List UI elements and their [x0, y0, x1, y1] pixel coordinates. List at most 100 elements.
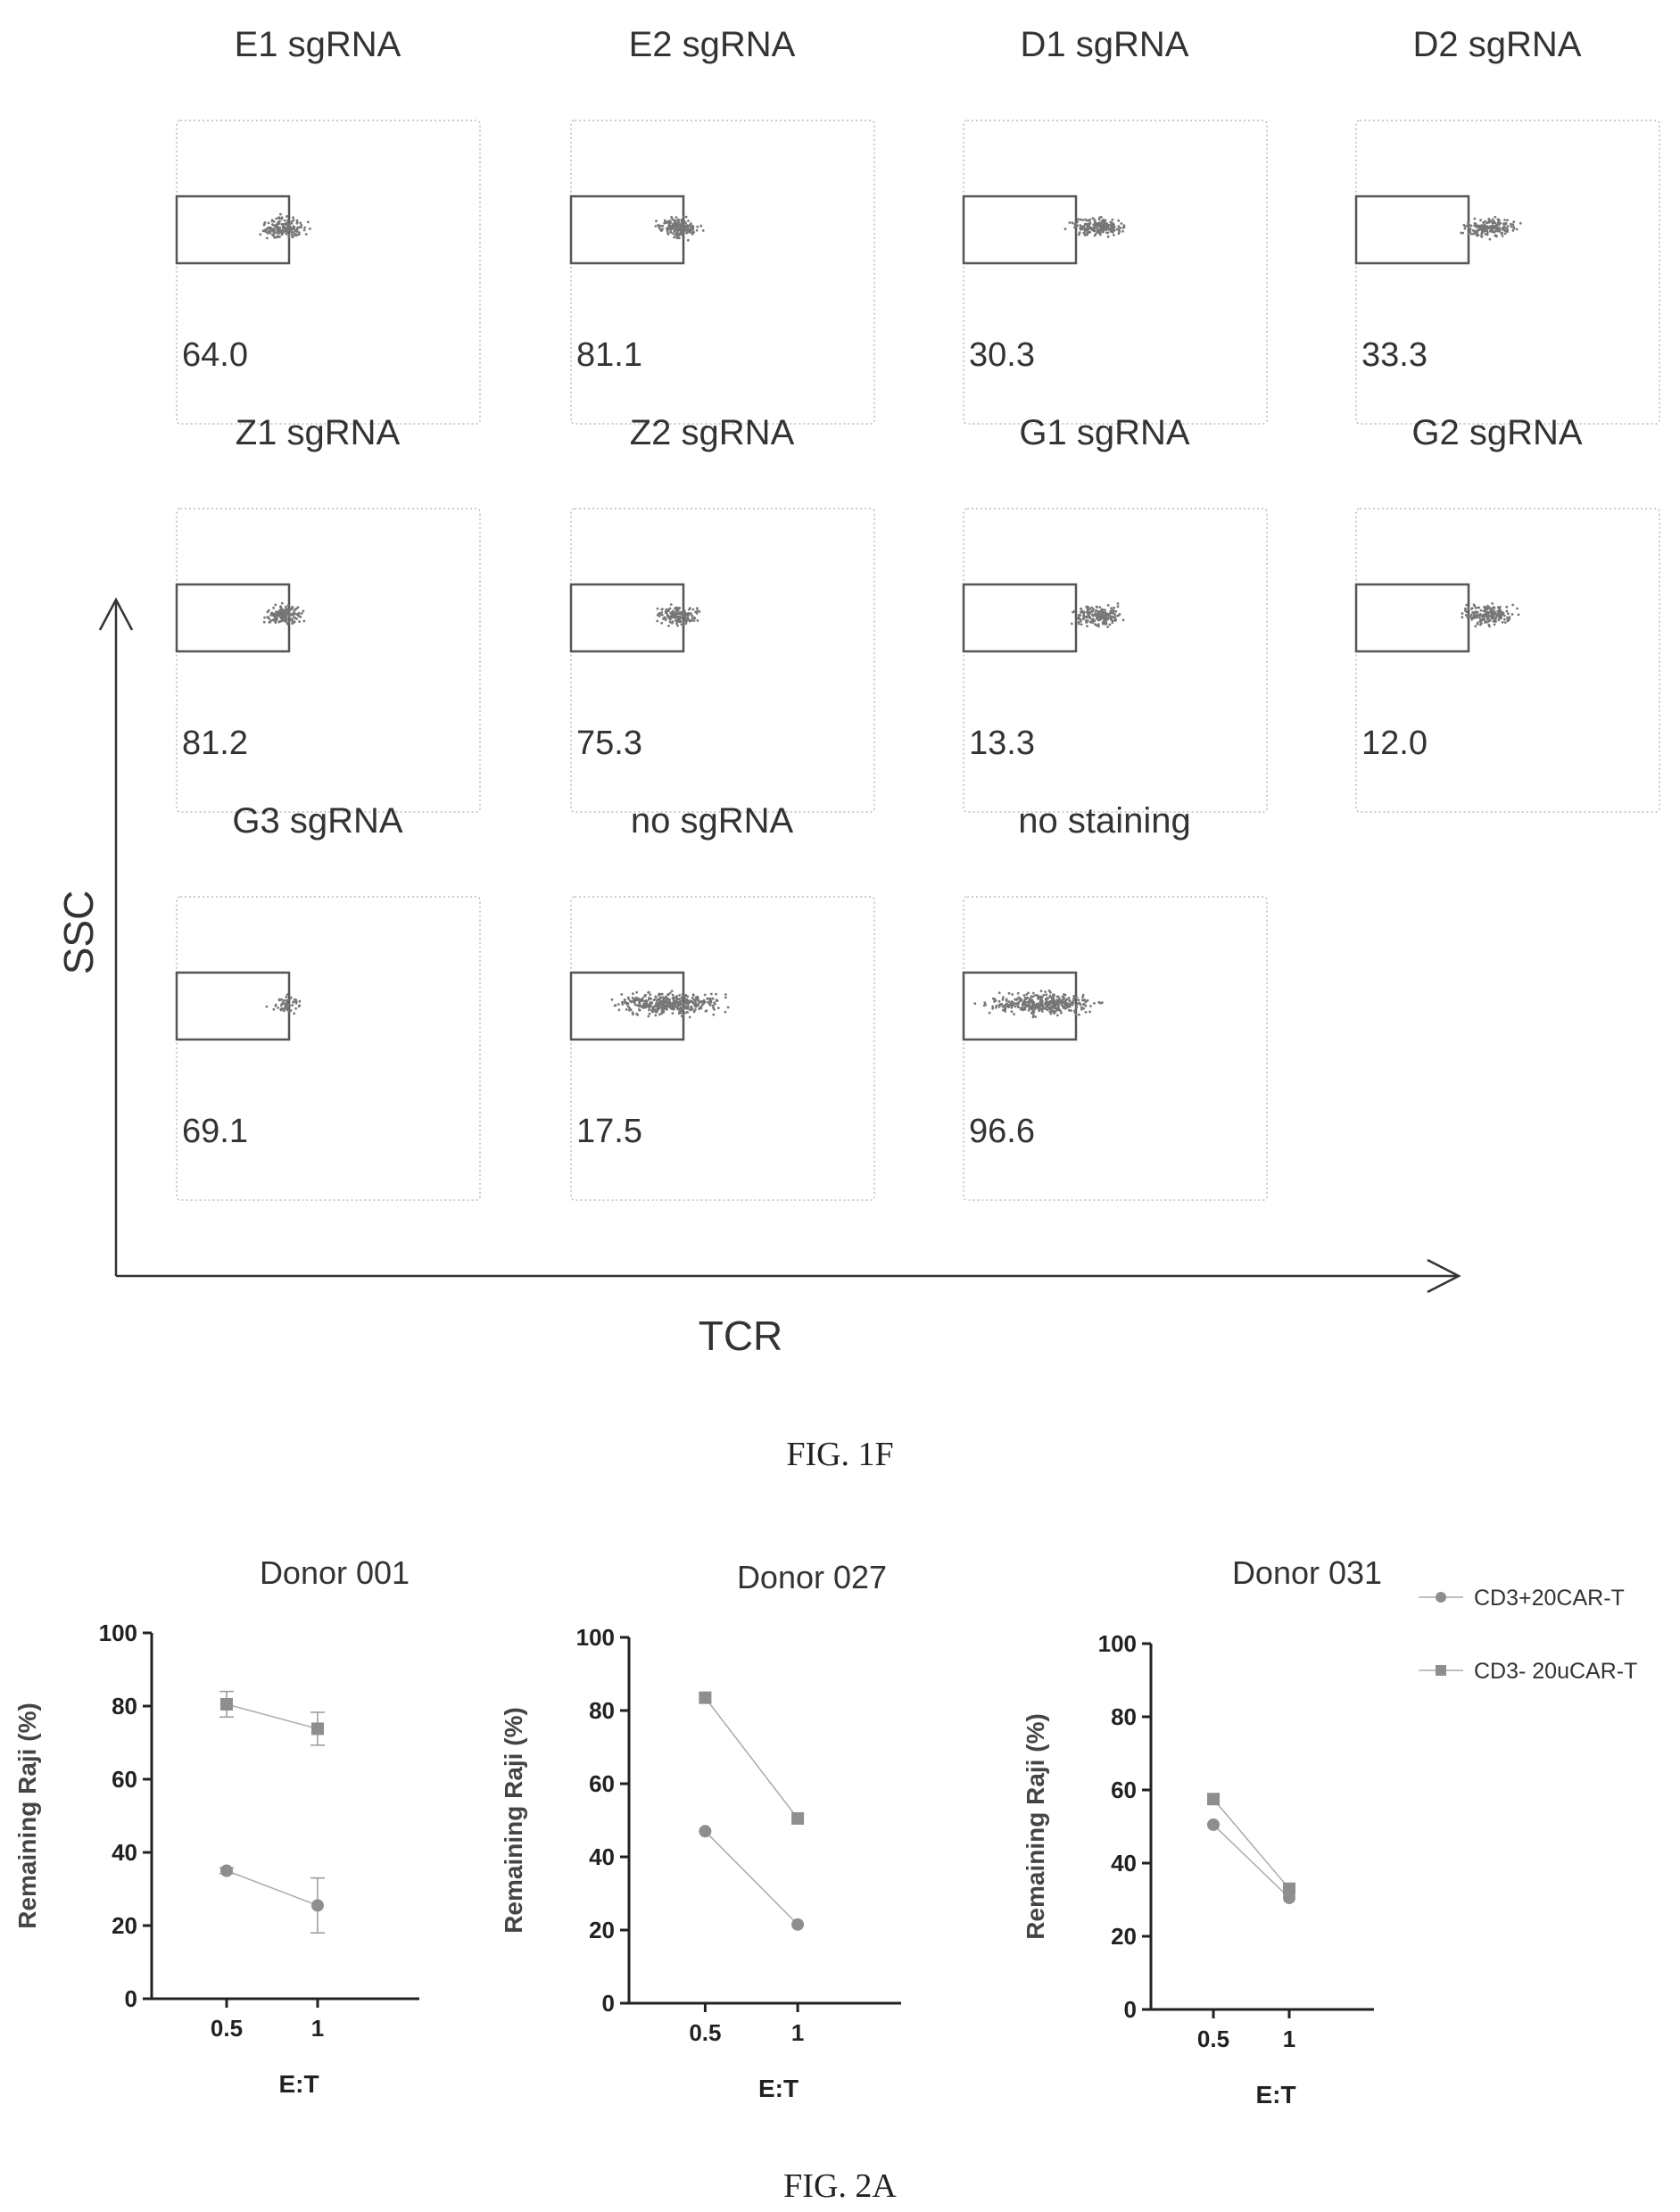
panel-frame [570, 120, 875, 425]
fig-2a-charts: Donor 001 0 20 40 60 80 100 0.5 1 E:T Remaining Ra… [13, 1554, 1637, 2108]
y-tick-label: 80 [1111, 1703, 1137, 1730]
event-cloud [1460, 215, 1522, 241]
panel-frame [963, 896, 1268, 1201]
event-cloud [656, 603, 701, 627]
y-tick-label: 20 [589, 1917, 615, 1943]
panel-title: D1 sgRNA [1021, 25, 1189, 64]
event-cloud [262, 601, 306, 625]
y-axis-label: Remaining Raji (%) [13, 1702, 41, 1929]
gate-box [175, 971, 291, 1041]
event-cloud [1461, 602, 1520, 628]
data-point [1283, 1882, 1295, 1895]
series-square [219, 1690, 325, 1746]
chart-title: Donor 027 [737, 1559, 887, 1595]
series-line [1212, 1824, 1290, 1899]
panel-frame [1355, 120, 1660, 425]
data-point [311, 1899, 324, 1912]
x-axis-label: E:T [278, 2070, 319, 2098]
x-tick-label: 0.5 [1197, 2026, 1229, 2052]
panel-title: Z1 sgRNA [236, 413, 401, 452]
y-tick-label: 60 [1111, 1777, 1137, 1803]
series-line [704, 1830, 799, 1926]
series-circle [219, 1864, 325, 1934]
y-axis-label: Remaining Raji (%) [500, 1707, 527, 1934]
fig-1f-caption: FIG. 1F [786, 1436, 894, 1473]
line-chart: Donor 027 0 20 40 60 80 100 0.5 1 E:T Remaining Ra… [500, 1559, 901, 2102]
tcr-axis-label: TCR [699, 1313, 783, 1359]
legend-label: CD3- 20uCAR-T [1474, 1659, 1637, 1684]
gate-percentage: 69.1 [182, 1113, 248, 1150]
chart-legend: CD3+20CAR-T CD3- 20uCAR-T [1419, 1586, 1637, 1684]
gate-box [569, 971, 685, 1041]
panel-title: G2 sgRNA [1411, 413, 1582, 452]
gate-percentage: 75.3 [576, 725, 642, 762]
panel-title: G3 sgRNA [232, 801, 402, 841]
gate-box [1354, 583, 1470, 653]
gate-box [175, 583, 291, 653]
data-point [220, 1864, 233, 1877]
data-point [699, 1825, 712, 1838]
data-point [791, 1918, 805, 1931]
ssc-axis-label: SSC [55, 891, 102, 975]
flow-panel: G2 sgRNA 12.0 [1354, 413, 1660, 813]
event-cloud [610, 990, 730, 1019]
panel-frame [570, 896, 875, 1201]
y-tick-label: 80 [589, 1697, 615, 1724]
panel-frame [1355, 508, 1660, 813]
tcr-axis-arrow [116, 1258, 1461, 1294]
series-line [704, 1697, 799, 1819]
series-line [226, 1869, 319, 1907]
y-tick-label: 40 [1111, 1850, 1137, 1876]
panel-title: G1 sgRNA [1019, 413, 1189, 452]
x-tick-label: 1 [1283, 2026, 1295, 2052]
event-cloud [1063, 215, 1126, 238]
fig-1f-flow-panels: E1 sgRNA 64.0 E2 sgRNA 81.1 D1 sgRNA 30.3 D2 s… [55, 25, 1660, 1359]
gate-percentage: 17.5 [576, 1113, 642, 1150]
gate-percentage: 13.3 [969, 725, 1035, 762]
panel-frame [963, 120, 1268, 425]
chart-title: Donor 001 [260, 1554, 410, 1591]
y-tick-label: 60 [589, 1770, 615, 1797]
panel-title: E2 sgRNA [629, 25, 796, 64]
line-chart: Donor 001 0 20 40 60 80 100 0.5 1 E:T Remaining Ra… [13, 1554, 419, 2098]
series-square [1207, 1793, 1295, 1895]
panel-frame [963, 508, 1268, 813]
y-tick-label: 100 [576, 1624, 615, 1651]
data-point [791, 1811, 805, 1825]
event-cloud [259, 212, 311, 240]
gate-percentage: 33.3 [1361, 336, 1428, 374]
flow-panel: no staining 96.6 [962, 801, 1268, 1201]
gate-box [1354, 195, 1470, 265]
flow-panel: D2 sgRNA 33.3 [1354, 25, 1660, 425]
flow-panel: G3 sgRNA 69.1 [175, 801, 481, 1201]
series-circle [1207, 1818, 1295, 1904]
y-tick-label: 0 [125, 1985, 137, 2012]
ssc-axis-arrow [98, 597, 134, 1276]
data-point [311, 1722, 324, 1736]
panel-title: no staining [1018, 801, 1190, 841]
gate-box [962, 195, 1078, 265]
y-tick-label: 40 [589, 1843, 615, 1870]
flow-panel: G1 sgRNA 13.3 [962, 413, 1268, 813]
x-tick-label: 1 [311, 2015, 324, 2042]
x-axis-label: E:T [1255, 2081, 1295, 2108]
panel-title: D2 sgRNA [1413, 25, 1582, 64]
y-tick-label: 80 [112, 1693, 137, 1719]
flow-panel: Z2 sgRNA 75.3 [569, 413, 875, 813]
flow-panel-grid: E1 sgRNA 64.0 E2 sgRNA 81.1 D1 sgRNA 30.3 D2 s… [175, 25, 1660, 1201]
panel-frame [570, 508, 875, 813]
event-cloud [265, 993, 302, 1015]
y-tick-label: 40 [112, 1839, 137, 1866]
y-axis-label: Remaining Raji (%) [1022, 1713, 1049, 1940]
legend-marker [1436, 1592, 1446, 1603]
y-tick-label: 0 [1124, 1996, 1137, 2023]
series-line [226, 1703, 319, 1730]
x-tick-label: 0.5 [211, 2015, 243, 2042]
flow-panel: E1 sgRNA 64.0 [175, 25, 481, 425]
data-point [699, 1691, 712, 1704]
y-tick-label: 20 [1111, 1923, 1137, 1950]
y-tick-label: 100 [99, 1620, 137, 1646]
legend-marker [1436, 1665, 1446, 1676]
chart-title: Donor 031 [1232, 1554, 1382, 1591]
